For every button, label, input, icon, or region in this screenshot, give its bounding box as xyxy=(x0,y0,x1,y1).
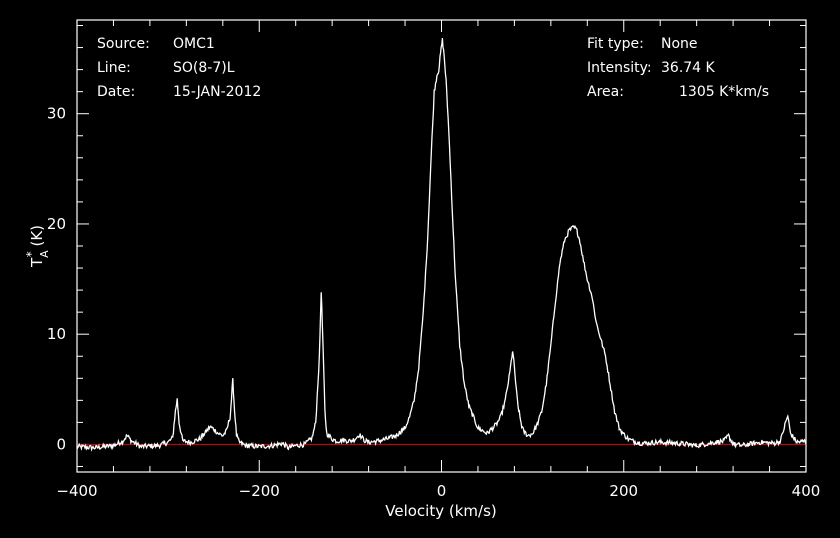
intensity-label: Intensity: xyxy=(587,60,652,76)
source-row: Source: OMC1 xyxy=(97,36,215,52)
area-value: 1305 K*km/s xyxy=(679,84,770,100)
line-row: Line: SO(8-7)L xyxy=(97,60,235,76)
area-row: Area: 1305 K*km/s xyxy=(587,84,769,100)
fit-type-label: Fit type: xyxy=(587,36,644,52)
intensity-value: 36.74 K xyxy=(661,60,715,76)
axis-ticks xyxy=(76,20,807,472)
x-tick-labels: −400 −200 0 200 400 xyxy=(56,482,820,500)
fit-type-value: None xyxy=(661,36,698,52)
y-axis-label: TA* (K) xyxy=(24,225,51,268)
y-axis-label-tail: (K) xyxy=(28,225,46,251)
plot-frame xyxy=(76,19,807,473)
date-value: 15-JAN-2012 xyxy=(173,84,262,100)
source-value: OMC1 xyxy=(173,36,215,52)
x-axis-label: Velocity (km/s) xyxy=(385,502,496,520)
source-label: Source: xyxy=(97,36,150,52)
fit-type-row: Fit type: None xyxy=(587,36,698,52)
intensity-row: Intensity: 36.74 K xyxy=(587,60,715,76)
y-tick-label: 10 xyxy=(47,325,66,343)
date-row: Date: 15-JAN-2012 xyxy=(97,84,261,100)
y-tick-labels: 0 10 20 30 xyxy=(47,105,66,454)
x-tick-label: 400 xyxy=(792,482,821,500)
spectrum-line xyxy=(76,37,807,452)
y-tick-label: 0 xyxy=(56,435,66,453)
y-tick-label: 20 xyxy=(47,215,66,233)
y-axis-label-sup: * xyxy=(24,251,38,257)
x-tick-label: −200 xyxy=(239,482,280,500)
x-tick-label: 0 xyxy=(437,482,447,500)
y-tick-label: 30 xyxy=(47,105,66,123)
x-tick-label: −400 xyxy=(56,482,97,500)
area-label: Area: xyxy=(587,84,624,100)
y-axis-label-sub: A xyxy=(38,250,51,258)
line-value: SO(8-7)L xyxy=(173,60,235,76)
y-axis-label-main: T xyxy=(28,257,46,268)
line-label: Line: xyxy=(97,60,131,76)
date-label: Date: xyxy=(97,84,136,100)
x-tick-label: 200 xyxy=(609,482,638,500)
